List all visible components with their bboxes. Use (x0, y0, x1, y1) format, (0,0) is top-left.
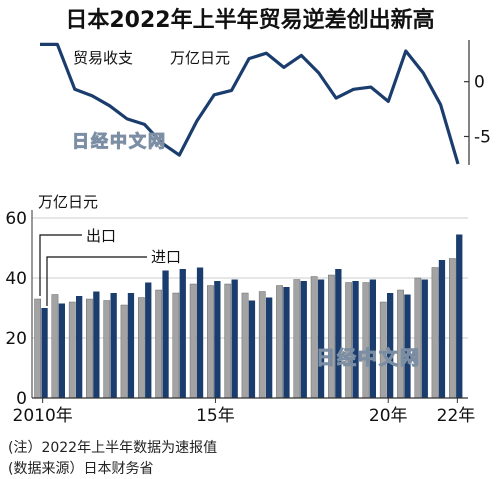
export-bar (414, 277, 422, 399)
import-bar (300, 281, 307, 398)
export-bar (293, 279, 301, 399)
bar-chart-unit-label: 万亿日元 (38, 193, 98, 211)
export-bar (276, 285, 283, 399)
import-bar (110, 293, 117, 398)
line-chart-unit-label: 万亿日元 (170, 49, 230, 67)
import-bar (404, 294, 411, 398)
import-bar (283, 287, 290, 398)
bar-chart-y-tick-label: 0 (16, 389, 27, 409)
bar-chart-y-tick-label: 60 (5, 209, 27, 229)
import-bar (335, 269, 342, 398)
bar-chart-x-ticks: 2010年 15年 20年 22年 (13, 398, 476, 426)
bar-chart-x-tick-label: 20年 (369, 406, 408, 426)
import-bar (58, 303, 65, 398)
export-bar (86, 298, 93, 399)
export-bar (51, 294, 59, 399)
export-bar (224, 283, 232, 399)
export-bar (241, 292, 249, 399)
export-callout-line (39, 234, 82, 296)
line-chart-y-tick-label: -5 (474, 127, 491, 147)
import-bar (369, 279, 376, 398)
bar-chart-y-tick-label: 40 (5, 269, 27, 289)
trade-balance-label: 贸易收支 (73, 49, 133, 67)
bar-chart-bars (34, 234, 463, 399)
note-preliminary: (注）2022年上半年数据为速报值 (8, 440, 218, 456)
import-bar (317, 279, 325, 398)
export-bar (431, 267, 439, 399)
import-callout-line (46, 256, 147, 306)
import-bar (438, 260, 446, 398)
note-source: (数据来源）日本财务省 (8, 461, 154, 477)
legend-import: 进口 (151, 248, 181, 266)
import-bar (145, 282, 152, 398)
line-chart-y-tick-label: 0 (474, 73, 485, 93)
watermark-bottom: 日经中文网 (316, 346, 421, 369)
export-bar (449, 258, 456, 399)
export-bar (207, 285, 214, 399)
import-bar (248, 300, 256, 398)
import-bar (352, 281, 359, 398)
export-bar (189, 283, 197, 399)
trade-balance-points (39, 44, 459, 164)
import-bar (41, 308, 48, 398)
import-bar (266, 297, 273, 398)
export-bar (34, 298, 42, 399)
export-bar (155, 289, 163, 399)
export-bar (172, 292, 180, 399)
import-bar (456, 234, 463, 398)
import-bar (421, 279, 428, 398)
import-bar (196, 267, 204, 398)
export-import-bar-chart: 万亿日元 0 20 40 60 2010年 15年 20年 22年 出口 进口 (5, 193, 475, 426)
import-bar (162, 270, 169, 398)
export-bar (328, 274, 335, 399)
export-bar (345, 282, 353, 399)
bar-chart-y-tick-label: 20 (5, 329, 27, 349)
bar-chart-x-tick-label: 15年 (196, 406, 235, 426)
bar-chart-y-ticks: 0 20 40 60 (5, 209, 27, 409)
line-chart-y-ticks: 0 -5 (464, 73, 491, 147)
export-bar (397, 289, 404, 399)
import-bar (214, 281, 221, 398)
import-bar (93, 291, 100, 398)
export-bar (137, 297, 145, 399)
export-bar (68, 301, 76, 399)
import-bar (127, 293, 135, 398)
export-bar (362, 282, 370, 399)
export-bar (310, 276, 318, 399)
export-bar (103, 300, 111, 399)
export-bar (120, 304, 128, 399)
import-bar (179, 269, 186, 398)
legend-export: 出口 (86, 227, 116, 245)
import-bar (387, 293, 394, 398)
bar-chart-x-tick-label: 2010年 (13, 406, 73, 426)
export-bar (258, 291, 266, 399)
watermark-top: 日经中文网 (72, 131, 167, 152)
bar-chart-x-tick-label: 22年 (437, 406, 476, 426)
import-bar (231, 279, 238, 398)
chart-title: 日本2022年上半年贸易逆差创出新高 (65, 8, 435, 33)
import-bar (76, 296, 83, 398)
trade-balance-line-chart: 0 -5 贸易收支 万亿日元 (39, 40, 491, 165)
